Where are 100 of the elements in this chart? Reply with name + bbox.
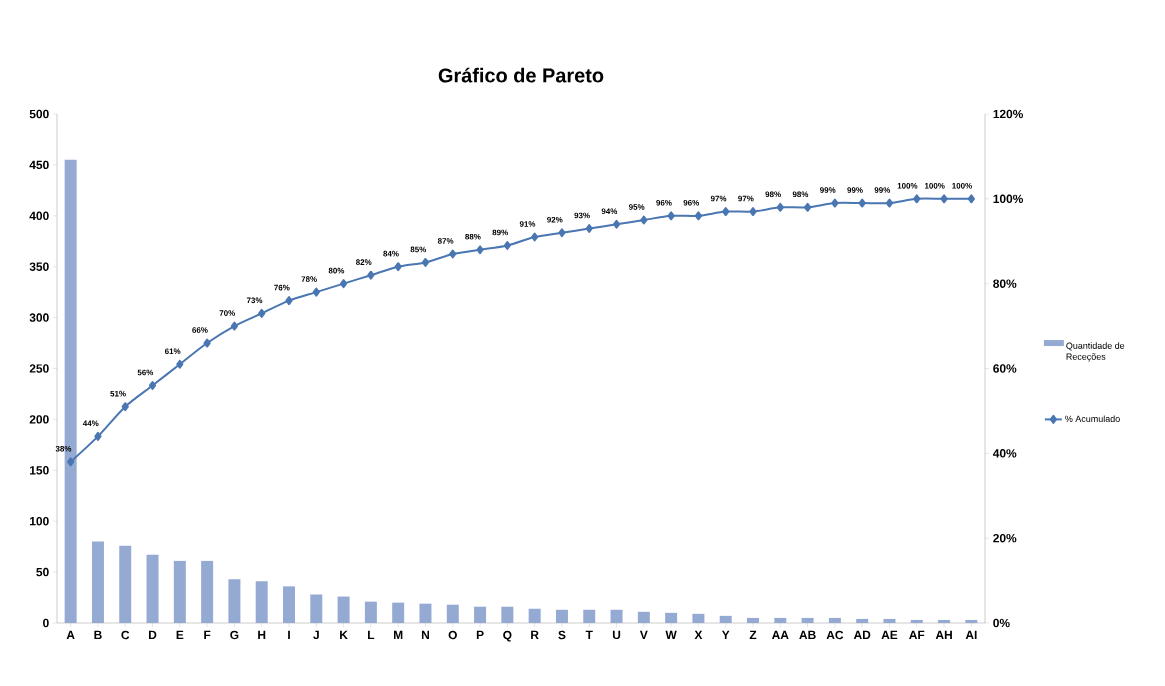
x-tick-label: J (313, 630, 319, 640)
bar (392, 602, 405, 623)
point (312, 287, 320, 297)
y-tick-label: 500 (29, 109, 49, 119)
bar (910, 619, 923, 623)
point (449, 249, 457, 259)
y-tick-label: 200 (29, 415, 49, 424)
x-tick-label: W (665, 630, 677, 639)
y2-tick-label: 100% (993, 194, 1024, 204)
x-tick-label: S (558, 630, 566, 640)
x-tick-label: M (394, 630, 403, 639)
bar (637, 611, 650, 623)
bar (283, 586, 295, 623)
y-tick-label: 450 (29, 160, 49, 170)
bar (801, 617, 814, 623)
bar (774, 617, 787, 623)
bar (528, 608, 541, 623)
y-tick-label: 50 (36, 567, 49, 577)
point (940, 194, 948, 204)
x-tick-label: AI (965, 630, 977, 639)
point (913, 194, 921, 204)
x-tick-label: AA (771, 630, 789, 639)
x-tick-label: L (368, 630, 375, 639)
x-tick-label: C (121, 630, 130, 640)
x-tick-label: AH (935, 630, 952, 639)
point (94, 431, 102, 441)
point (67, 457, 75, 467)
point (503, 241, 511, 250)
bar (201, 560, 214, 623)
x-tick-label: Z (749, 630, 757, 639)
y2-tick-label: 0% (993, 618, 1010, 628)
y2-tick-label: 60% (993, 364, 1017, 373)
bar (364, 601, 377, 623)
bar (474, 606, 487, 623)
x-tick-label: AD (853, 630, 871, 639)
bar (255, 581, 268, 623)
bar (419, 603, 432, 623)
point (148, 380, 157, 390)
x-tick-label: D (149, 630, 157, 639)
bar (938, 619, 951, 623)
y2-tick-label: 80% (993, 279, 1017, 288)
bar (856, 618, 869, 623)
bar (446, 604, 459, 623)
point (585, 224, 593, 234)
x-tick-label: R (531, 630, 539, 639)
point (749, 207, 757, 217)
bar (719, 615, 732, 623)
point (640, 215, 648, 225)
y-tick-label: 300 (29, 313, 49, 322)
point (803, 202, 812, 212)
x-tick-label: AC (826, 630, 844, 640)
point (230, 321, 239, 331)
x-tick-label: K (340, 630, 348, 639)
x-tick-label: AF (909, 630, 925, 639)
legend-label: Quantidade de Receções (1066, 342, 1125, 362)
point (858, 198, 866, 208)
point (531, 232, 539, 242)
x-tick-label: N (421, 630, 429, 639)
y2-tick-label: 40% (992, 449, 1017, 458)
bar (665, 612, 678, 623)
x-tick-label: H (258, 630, 266, 639)
y-tick-label: 400 (29, 211, 49, 221)
y-tick-label: 150 (30, 466, 49, 475)
bar (119, 545, 132, 623)
x-tick-label: B (94, 630, 102, 639)
bar (965, 619, 978, 623)
bar (146, 554, 159, 623)
point (203, 338, 211, 348)
x-tick-label: Y (721, 630, 730, 639)
point (558, 228, 566, 238)
x-tick-label: G (230, 630, 239, 640)
point (258, 308, 266, 318)
point (476, 245, 484, 255)
bar (692, 613, 705, 623)
y-tick-label: 0 (43, 618, 49, 628)
y2-tick-label: 20% (993, 533, 1017, 543)
bar (310, 594, 323, 623)
bar (91, 541, 104, 623)
x-tick-label: X (694, 630, 703, 639)
point (421, 257, 430, 267)
y-tick-label: 250 (29, 364, 49, 373)
point (339, 279, 348, 289)
x-tick-label: Q (503, 630, 512, 642)
bar (173, 560, 186, 623)
x-tick-label: AB (799, 630, 816, 639)
point (831, 198, 839, 208)
bar (228, 579, 241, 623)
x-tick-label: AE (881, 630, 898, 639)
point (121, 402, 129, 412)
point (776, 202, 784, 212)
legend-label: % Acumulado (1065, 415, 1120, 422)
y-tick-label: 350 (29, 262, 49, 271)
bar (883, 618, 896, 623)
point (694, 211, 703, 221)
x-tick-label: F (204, 630, 211, 639)
point (967, 194, 975, 204)
point (885, 198, 894, 208)
point (176, 359, 184, 369)
point (722, 207, 730, 217)
bar (337, 596, 350, 623)
